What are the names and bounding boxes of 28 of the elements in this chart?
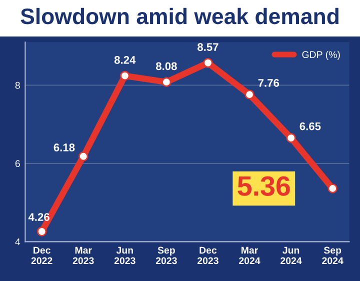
data-label: 8.08 [156,62,177,70]
x-tick-label: Mar 2023 [72,246,94,264]
point [328,184,338,194]
x-tick-label: Dec 2022 [31,246,52,264]
point [244,90,254,100]
data-label: 7.76 [258,78,280,87]
point [78,152,88,162]
point [36,226,47,236]
data-label: 8.57 [198,43,218,51]
y-tick-label: 4 [15,238,20,246]
data-label: 5.36 [238,176,290,196]
chart-title: Slowdown amid weak demand [20,8,338,24]
y-tick-label: 6 [15,160,20,168]
legend-label: GDP (%) [302,50,340,60]
point [286,133,296,143]
point [162,77,172,87]
x-tick-label: Sep 2024 [322,246,344,264]
data-label: 6.18 [54,144,75,152]
x-tick-label: Dec 2023 [197,246,218,264]
data-label: 6.65 [300,122,321,130]
x-tick-label: Mar 2024 [239,246,260,264]
data-label: 8.24 [114,56,136,64]
y-tick-label: 8 [15,82,20,89]
x-tick-label: Jun 2023 [114,246,136,264]
point [203,58,213,68]
point [120,70,130,81]
x-tick-label: Sep 2023 [156,246,177,264]
x-tick-label: Jun 2024 [280,246,302,264]
